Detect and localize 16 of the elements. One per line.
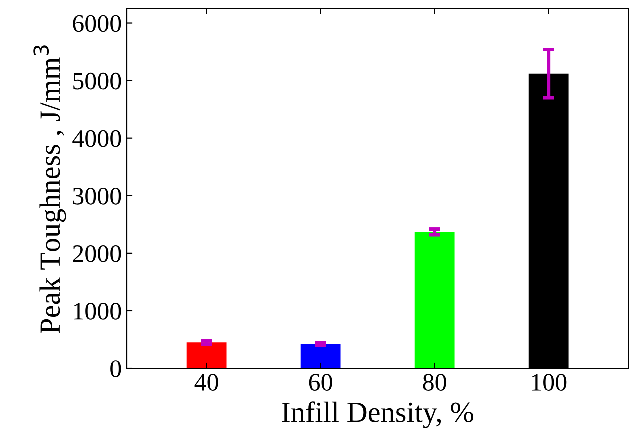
x-tick-label: 40 [194, 374, 218, 391]
x-axis-title: Infill Density, % [282, 402, 474, 428]
x-tick-label: 100 [532, 374, 567, 391]
bar [186, 342, 227, 369]
y-tick-label: 1000 [74, 303, 122, 320]
x-tick-label: 80 [423, 374, 446, 391]
y-tick-label: 3000 [73, 188, 122, 205]
bar [300, 344, 341, 369]
y-tick-label: 2000 [73, 245, 122, 262]
y-tick-label: 5000 [74, 72, 122, 90]
y-tick-label: 0 [110, 360, 122, 378]
y-axis-title: Peak Toughness , J/mm$^{3}$ [34, 46, 66, 334]
y-tick-label: 6000 [73, 15, 122, 32]
bar [414, 232, 455, 369]
y-tick-label: 4000 [72, 130, 122, 148]
x-tick-label: 60 [309, 374, 332, 391]
